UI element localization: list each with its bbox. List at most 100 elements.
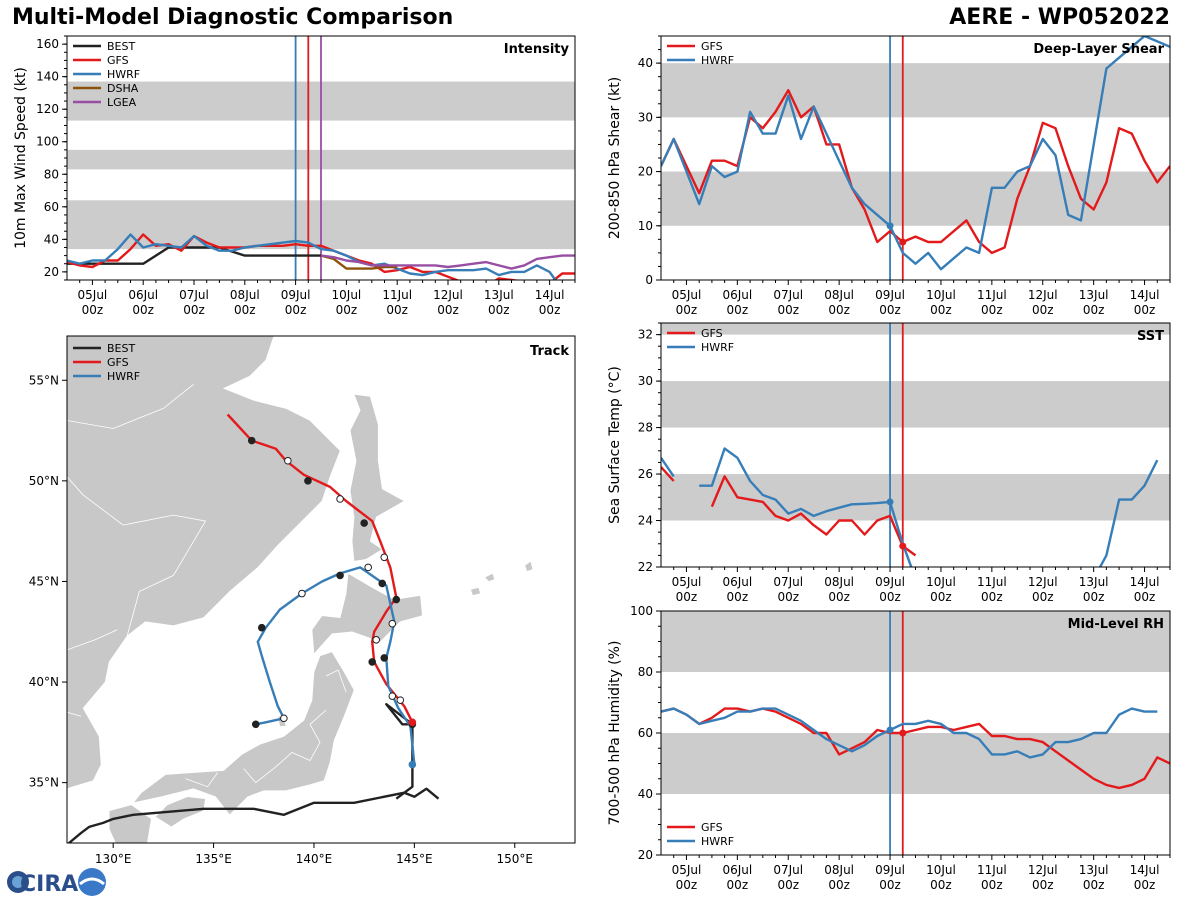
x-tick-label-hour: 00z [777, 590, 799, 604]
lat-tick-label: 45°N [29, 574, 59, 588]
plot-area [661, 323, 1170, 567]
x-tick-label-day: 05Jul [78, 288, 108, 302]
series-line-hwrf [661, 457, 675, 478]
cira-globe-highlight [12, 876, 24, 888]
x-tick-label-day: 13Jul [1079, 863, 1109, 877]
x-tick-label-day: 11Jul [382, 288, 412, 302]
admin-border [185, 772, 218, 788]
x-tick-label-hour: 00z [676, 303, 698, 317]
y-tick-label: 22 [638, 560, 653, 574]
threshold-band [661, 323, 1170, 335]
lon-tick-label: 145°E [396, 852, 433, 866]
y-axis-label: 10m Max Wind Speed (kt) [13, 67, 29, 249]
lon-tick-label: 150°E [497, 852, 534, 866]
panel-title: SST [1137, 329, 1164, 344]
x-tick-label-day: 11Jul [977, 288, 1007, 302]
legend-label-hwrf: HWRF [701, 341, 734, 354]
x-tick-label-hour: 00z [1083, 590, 1105, 604]
x-tick-label-hour: 00z [1134, 878, 1156, 892]
x-tick-label-hour: 00z [828, 590, 850, 604]
y-tick-label: 0 [645, 273, 653, 287]
storm-id: AERE - WP052022 [949, 5, 1170, 30]
x-tick-label-day: 06Jul [128, 288, 158, 302]
x-tick-label-hour: 00z [1032, 878, 1054, 892]
series-line-lgea [320, 254, 575, 270]
x-tick-label-day: 12Jul [1028, 288, 1058, 302]
legend-label-gfs: GFS [701, 327, 723, 340]
x-tick-label-hour: 00z [930, 878, 952, 892]
track-point-hwrf [388, 619, 397, 628]
y-tick-label: 32 [638, 328, 653, 342]
x-tick-label-day: 07Jul [773, 863, 803, 877]
x-tick-label-day: 12Jul [1028, 575, 1058, 589]
threshold-band [661, 733, 1170, 794]
x-tick-label-day: 05Jul [672, 288, 702, 302]
y-tick-label: 20 [44, 265, 59, 279]
y-tick-label: 100 [630, 604, 653, 618]
x-tick-label-hour: 00z [879, 303, 901, 317]
admin-border [67, 476, 207, 636]
x-tick-label-hour: 00z [234, 303, 256, 317]
x-tick-label-hour: 00z [1134, 590, 1156, 604]
track-point-hwrf [251, 720, 260, 729]
plot-area [661, 36, 1170, 280]
plot-area [661, 611, 1170, 855]
y-tick-label: 30 [638, 374, 653, 388]
lon-tick-label: 135°E [195, 852, 232, 866]
legend-label-best: BEST [107, 40, 135, 53]
x-tick-label-day: 10Jul [926, 288, 956, 302]
y-tick-label: 40 [638, 56, 653, 70]
lon-tick-label: 140°E [296, 852, 333, 866]
x-tick-label-day: 06Jul [722, 288, 752, 302]
legend-label-hwrf: HWRF [701, 835, 734, 848]
series-line-hwrf [1098, 459, 1159, 567]
x-tick-label-hour: 00z [676, 590, 698, 604]
track-point-gfs [368, 658, 377, 666]
y-tick-label: 80 [44, 167, 59, 181]
x-tick-label-day: 12Jul [1028, 863, 1058, 877]
x-tick-label-day: 09Jul [281, 288, 311, 302]
y-tick-label: 20 [638, 165, 653, 179]
panel-title: Intensity [504, 42, 570, 57]
y-axis-label: 700-500 hPa Humidity (%) [607, 641, 623, 826]
y-tick-label: 10 [638, 219, 653, 233]
x-tick-label-hour: 00z [981, 303, 1003, 317]
panel-rh: 2040608010005Jul00z06Jul00z07Jul00z08Jul… [607, 604, 1171, 892]
x-tick-label-hour: 00z [82, 303, 104, 317]
init-marker-hwrf [886, 222, 894, 230]
init-marker-gfs [899, 238, 907, 246]
x-tick-label-hour: 00z [1083, 303, 1105, 317]
y-axis-label: 200-850 hPa Shear (kt) [607, 77, 623, 239]
y-tick-label: 80 [638, 665, 653, 679]
track-point-gfs [380, 553, 389, 562]
init-marker-hwrf [886, 726, 894, 734]
track-line-best-storm-track [385, 703, 414, 800]
y-tick-label: 120 [36, 102, 59, 116]
x-tick-label-hour: 00z [488, 303, 510, 317]
panel-track: 130°E 135°E 140°E 145°E 150°E 35°N 40°N 45°N 50°… [29, 335, 576, 866]
y-tick-label: 40 [638, 787, 653, 801]
series-line-gfs [710, 475, 917, 557]
x-tick-label-hour: 00z [828, 878, 850, 892]
track-point-gfs [304, 477, 312, 485]
y-tick-label: 100 [36, 135, 59, 149]
land-asia-mainland [67, 336, 341, 790]
x-tick-label-day: 09Jul [875, 288, 905, 302]
x-tick-label-hour: 00z [285, 303, 307, 317]
admin-border [325, 669, 347, 693]
track-point-hwrf [408, 760, 417, 769]
track-point-gfs [336, 495, 344, 503]
legend-label-gfs: GFS [107, 54, 129, 67]
x-tick-label-day: 06Jul [722, 575, 752, 589]
track-point-gfs [247, 436, 256, 445]
track-point-hwrf [380, 654, 389, 662]
series-line-best [67, 246, 321, 265]
map-frame [66, 335, 576, 844]
x-tick-label-hour: 00z [386, 303, 408, 317]
x-tick-label-day: 08Jul [824, 575, 854, 589]
track-point-gfs [360, 519, 368, 527]
admin-border [67, 711, 82, 717]
panel-sst: 22242628303205Jul00z06Jul00z07Jul00z08Ju… [607, 322, 1171, 604]
x-tick-label-hour: 00z [727, 303, 749, 317]
x-tick-label-day: 08Jul [824, 863, 854, 877]
